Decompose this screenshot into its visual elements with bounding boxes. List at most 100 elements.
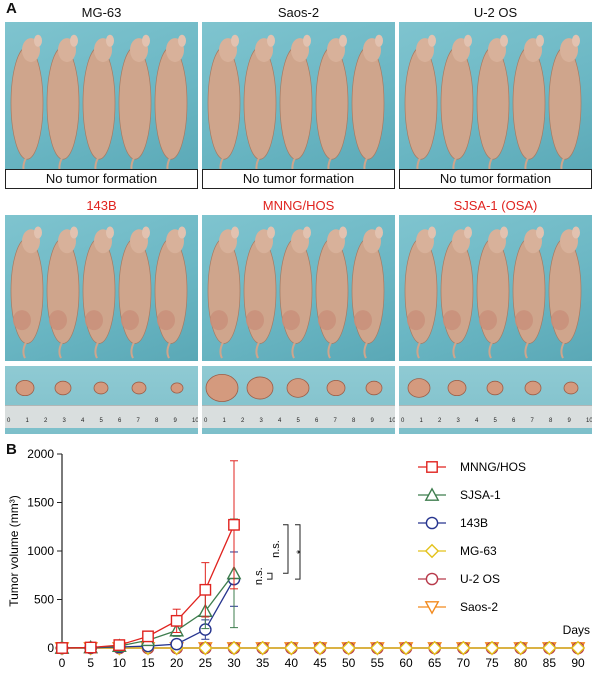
y-axis-label: Tumor volume (mm³) [7, 495, 21, 607]
days-label: Days [563, 623, 590, 637]
data-point [84, 641, 97, 654]
legend-marker [424, 601, 440, 615]
mouse [46, 34, 80, 176]
ruler-number: 6 [118, 418, 122, 424]
data-point [312, 640, 328, 656]
ruler-number: 8 [549, 418, 553, 424]
excised-tumor [524, 380, 542, 396]
significance-label: n.s. [270, 540, 282, 558]
data-point [570, 640, 586, 656]
mouse [440, 226, 474, 359]
mouse [154, 34, 188, 176]
x-tick-label: 90 [571, 656, 585, 670]
x-tick-label: 55 [371, 656, 385, 670]
ruler: 0 1 2 3 4 5 6 7 8 9 10 [399, 405, 592, 428]
excised-tumor [205, 373, 239, 403]
caption-u2os: No tumor formation [399, 169, 592, 189]
legend-marker [426, 461, 438, 473]
ruler-number: 9 [370, 418, 374, 424]
title-mg63: MG-63 [81, 5, 122, 20]
data-point [255, 640, 270, 656]
mouse [207, 226, 241, 359]
excised-tumor [286, 378, 310, 398]
mouse [315, 226, 349, 359]
excised-tumor [447, 379, 467, 397]
photo-u2os-mice [399, 22, 592, 178]
data-point [142, 630, 154, 643]
series-mg-63 [54, 640, 586, 656]
ruler-number: 1 [222, 418, 226, 424]
legend-label: MG-63 [460, 544, 497, 558]
ruler-number: 7 [136, 418, 140, 424]
mouse [440, 34, 474, 176]
data-point [513, 640, 528, 656]
excised-tumor [486, 380, 504, 396]
data-point [228, 518, 240, 531]
ruler-number: 10 [389, 418, 395, 424]
excised-tumor [326, 379, 346, 397]
significance-bracket: n.s. [253, 567, 273, 585]
ruler-number: 4 [81, 418, 85, 424]
data-point [56, 642, 68, 654]
x-tick-label: 85 [543, 656, 557, 670]
excised-tumor [170, 382, 184, 394]
tumor-strip-143b: 0 1 2 3 4 5 6 7 8 9 10 [5, 366, 198, 434]
mouse [207, 34, 241, 176]
mouse [243, 34, 277, 176]
ruler-number: 1 [25, 418, 29, 424]
legend-marker [424, 543, 440, 559]
data-point [370, 640, 385, 656]
ruler-number: 3 [259, 418, 263, 424]
ruler-number: 10 [192, 418, 198, 424]
data-point [199, 583, 212, 596]
excised-tumor [365, 380, 383, 396]
title-saos2: Saos-2 [277, 5, 320, 20]
x-tick-label: 10 [113, 656, 127, 670]
tumor-strip-mnng-hos: 0 1 2 3 4 5 6 7 8 9 10 [202, 366, 395, 434]
y-tick-label: 0 [47, 641, 54, 655]
legend-label: SJSA-1 [460, 488, 501, 502]
legend-item: MG-63 [418, 543, 497, 559]
x-tick-label: 75 [485, 656, 499, 670]
x-tick-label: 40 [285, 656, 299, 670]
mouse [82, 34, 116, 176]
ruler-number: 10 [586, 418, 592, 424]
ruler-number: 3 [456, 418, 460, 424]
excised-tumor [15, 379, 35, 397]
mouse [118, 226, 152, 359]
data-point [284, 640, 299, 656]
y-tick-label: 2000 [27, 447, 54, 461]
mouse [548, 226, 582, 359]
legend-item: Saos-2 [418, 600, 498, 615]
ruler-number: 1 [419, 418, 423, 424]
ruler-number: 9 [567, 418, 571, 424]
significance-bracket: n.s. [270, 524, 289, 574]
x-tick-label: 25 [199, 656, 213, 670]
title-u2os: U-2 OS [473, 5, 518, 20]
mouse [243, 226, 277, 359]
data-point [226, 640, 242, 656]
excised-tumor [407, 378, 431, 398]
ruler-number: 0 [7, 418, 11, 424]
legend-item: 143B [418, 516, 488, 530]
mouse [46, 226, 80, 359]
caption-mg63: No tumor formation [5, 169, 198, 189]
data-point [113, 639, 126, 651]
legend: MNNG/HOS SJSA-1 143B MG-63 U-2 OS Saos-2 [418, 460, 526, 615]
ruler-number: 0 [401, 418, 405, 424]
excised-tumor [54, 380, 72, 396]
photo-mnng-hos-mice [202, 215, 395, 361]
mouse [476, 34, 510, 176]
data-point [170, 614, 183, 627]
tumor-strip-sjsa1: 0 1 2 3 4 5 6 7 8 9 10 [399, 366, 592, 434]
mouse [154, 226, 188, 359]
ruler-number: 7 [530, 418, 534, 424]
mouse [82, 226, 116, 359]
data-point [170, 637, 183, 651]
mouse [404, 226, 438, 359]
ruler-number: 5 [296, 418, 300, 424]
photo-mg63-mice [5, 22, 198, 178]
x-tick-label: 45 [313, 656, 327, 670]
significance-label: n.s. [253, 567, 265, 585]
photo-143b-mice [5, 215, 198, 361]
